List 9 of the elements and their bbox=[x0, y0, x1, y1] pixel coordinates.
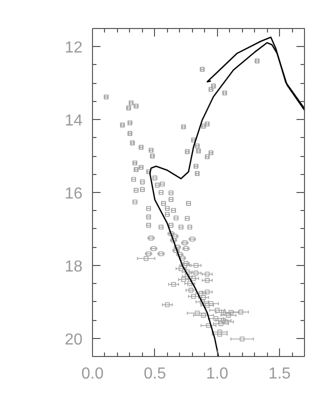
y-tick-label: 18 bbox=[64, 258, 83, 276]
y-tick-label: 20 bbox=[64, 331, 83, 348]
x-tick-label: 0.5 bbox=[144, 366, 166, 382]
y-tick-label: 12 bbox=[64, 40, 83, 57]
x-tick-label: 1.0 bbox=[206, 366, 228, 382]
x-tick-label: 1.5 bbox=[268, 366, 291, 382]
y-tick-label: 16 bbox=[64, 186, 83, 202]
x-tick-label: 0.0 bbox=[81, 366, 104, 382]
y-tick-label: 14 bbox=[64, 112, 83, 130]
